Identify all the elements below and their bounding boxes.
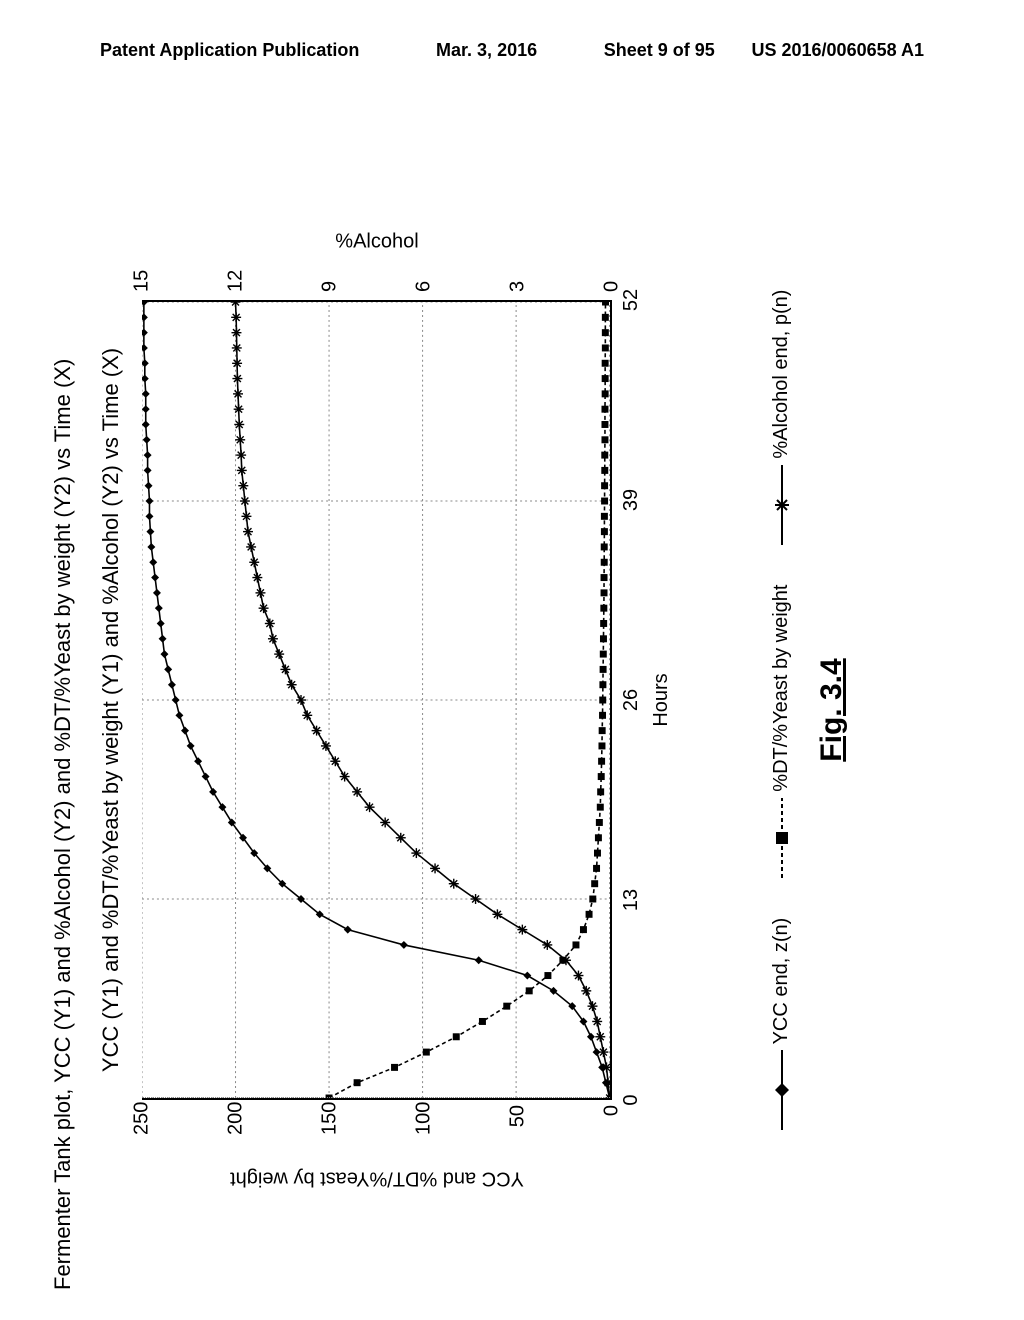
square-icon: [772, 798, 792, 878]
legend-item-ycc: YCC end, z(n): [770, 918, 793, 1131]
ytick-right: 3: [507, 262, 530, 292]
legend-label: YCC end, z(n): [770, 918, 793, 1045]
page-header: Patent Application Publication Mar. 3, 2…: [0, 40, 1024, 61]
ytick-right: 6: [413, 262, 436, 292]
xtick: 0: [620, 1094, 643, 1105]
xaxis-label: Hours: [650, 673, 673, 726]
xtick: 39: [620, 489, 643, 511]
chart-title-inner: YCC (Y1) and %DT/%Yeast by weight (Y1) a…: [98, 110, 124, 1310]
yaxis-right-label: %Alcohol: [335, 231, 418, 254]
legend: YCC end, z(n) %DT/%Yeast by weight %Alco…: [770, 210, 793, 1210]
pub-label: Patent Application Publication: [100, 40, 359, 61]
ytick-left: 0: [601, 1105, 624, 1135]
ytick-left: 50: [507, 1105, 530, 1135]
xtick: 13: [620, 889, 643, 911]
legend-label: %Alcohol end, p(n): [770, 290, 793, 459]
ytick-left: 100: [413, 1105, 436, 1135]
chart-title-outer: Fermenter Tank plot, YCC (Y1) and %Alcoh…: [50, 110, 76, 1290]
ytick-left: 150: [319, 1105, 342, 1135]
ytick-right: 12: [225, 262, 248, 292]
ytick-right: 9: [319, 262, 342, 292]
ytick-right: 0: [601, 262, 624, 292]
sheet-num: Sheet 9 of 95: [604, 40, 715, 61]
legend-item-alcohol: %Alcohol end, p(n): [770, 290, 793, 545]
diamond-icon: [772, 1050, 792, 1130]
xtick: 26: [620, 689, 643, 711]
plot-box: [142, 300, 612, 1100]
xtick: 52: [620, 289, 643, 311]
legend-label: %DT/%Yeast by weight: [770, 585, 793, 792]
ytick-left: 200: [225, 1105, 248, 1135]
figure-wrap: Fermenter Tank plot, YCC (Y1) and %Alcoh…: [50, 110, 870, 1310]
pub-number: US 2016/0060658 A1: [752, 40, 924, 61]
legend-item-dt: %DT/%Yeast by weight: [770, 585, 793, 878]
star-icon: [772, 465, 792, 545]
chart-area: YCC and %DT/%Yeast by weight %Alcohol Ho…: [142, 210, 702, 1210]
pub-date: Mar. 3, 2016: [436, 40, 537, 61]
chart-svg: [142, 302, 610, 1098]
ytick-left: 250: [131, 1105, 154, 1135]
figure-caption: Fig. 3.4: [815, 110, 849, 1310]
yaxis-left-label: YCC and %DT/%Yeast by weight: [230, 1167, 524, 1190]
ytick-right: 15: [131, 262, 154, 292]
